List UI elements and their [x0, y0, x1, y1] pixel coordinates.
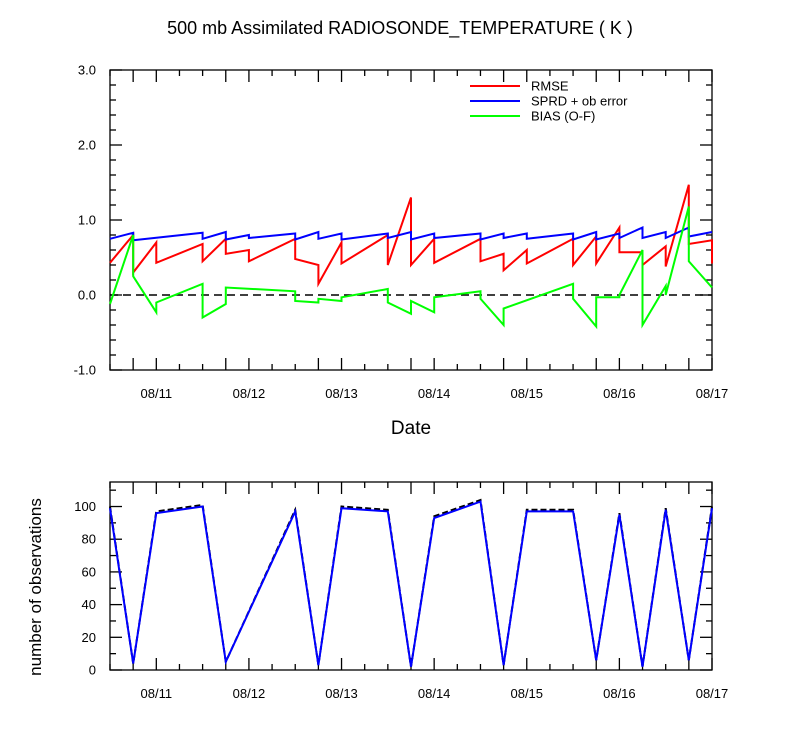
y-tick-label: 2.0: [78, 138, 96, 153]
y-tick-label: 1.0: [78, 213, 96, 228]
x-tick-label: 08/15: [510, 686, 543, 701]
y-tick-label: 3.0: [78, 63, 96, 78]
chart-title: 500 mb Assimilated RADIOSONDE_TEMPERATUR…: [167, 18, 633, 38]
y-tick-label: 40: [82, 597, 96, 612]
x-tick-label: 08/14: [418, 686, 451, 701]
legend-label: SPRD + ob error: [531, 94, 628, 109]
x-tick-label: 08/16: [603, 686, 636, 701]
series-line-bias-o-f: [109, 206, 713, 330]
x-tick-label: 08/17: [696, 386, 729, 401]
x-tick-label: 08/13: [325, 686, 358, 701]
x-tick-label: 08/17: [696, 686, 729, 701]
x-tick-label: 08/15: [510, 386, 543, 401]
series-line-2: [109, 500, 713, 667]
legend-label: RMSE: [531, 79, 569, 94]
x-tick-label: 08/11: [141, 686, 173, 701]
y-tick-label: 20: [82, 630, 96, 645]
x-axis-label: Date: [390, 418, 432, 439]
x-tick-label: 08/13: [325, 386, 358, 401]
legend-label: BIAS (O-F): [531, 109, 595, 124]
y-tick-label: 60: [82, 564, 96, 579]
y-tick-label: 0.0: [78, 288, 96, 303]
x-tick-label: 08/14: [418, 386, 451, 401]
x-tick-label: 08/12: [233, 386, 266, 401]
x-tick-label: 08/11: [141, 386, 173, 401]
y-tick-label: -1.0: [74, 363, 96, 378]
x-tick-label: 08/12: [233, 686, 266, 701]
bottom-panel: 08/11 08/12 08/13 08/14 08/15 08/16 08/17 0 20 40…: [74, 481, 729, 701]
y-tick-label: 100: [74, 499, 96, 514]
x-tick-label: 08/16: [603, 386, 636, 401]
series-line-sprd-ob-error: [109, 225, 713, 242]
top-panel: 08/11 08/12 08/13 08/14 08/15 08/16 08/17 -1.0 0…: [74, 63, 729, 402]
y-tick-label: 0: [89, 663, 96, 678]
y-tick-label: 80: [82, 532, 96, 547]
plot-frame: [109, 481, 713, 671]
